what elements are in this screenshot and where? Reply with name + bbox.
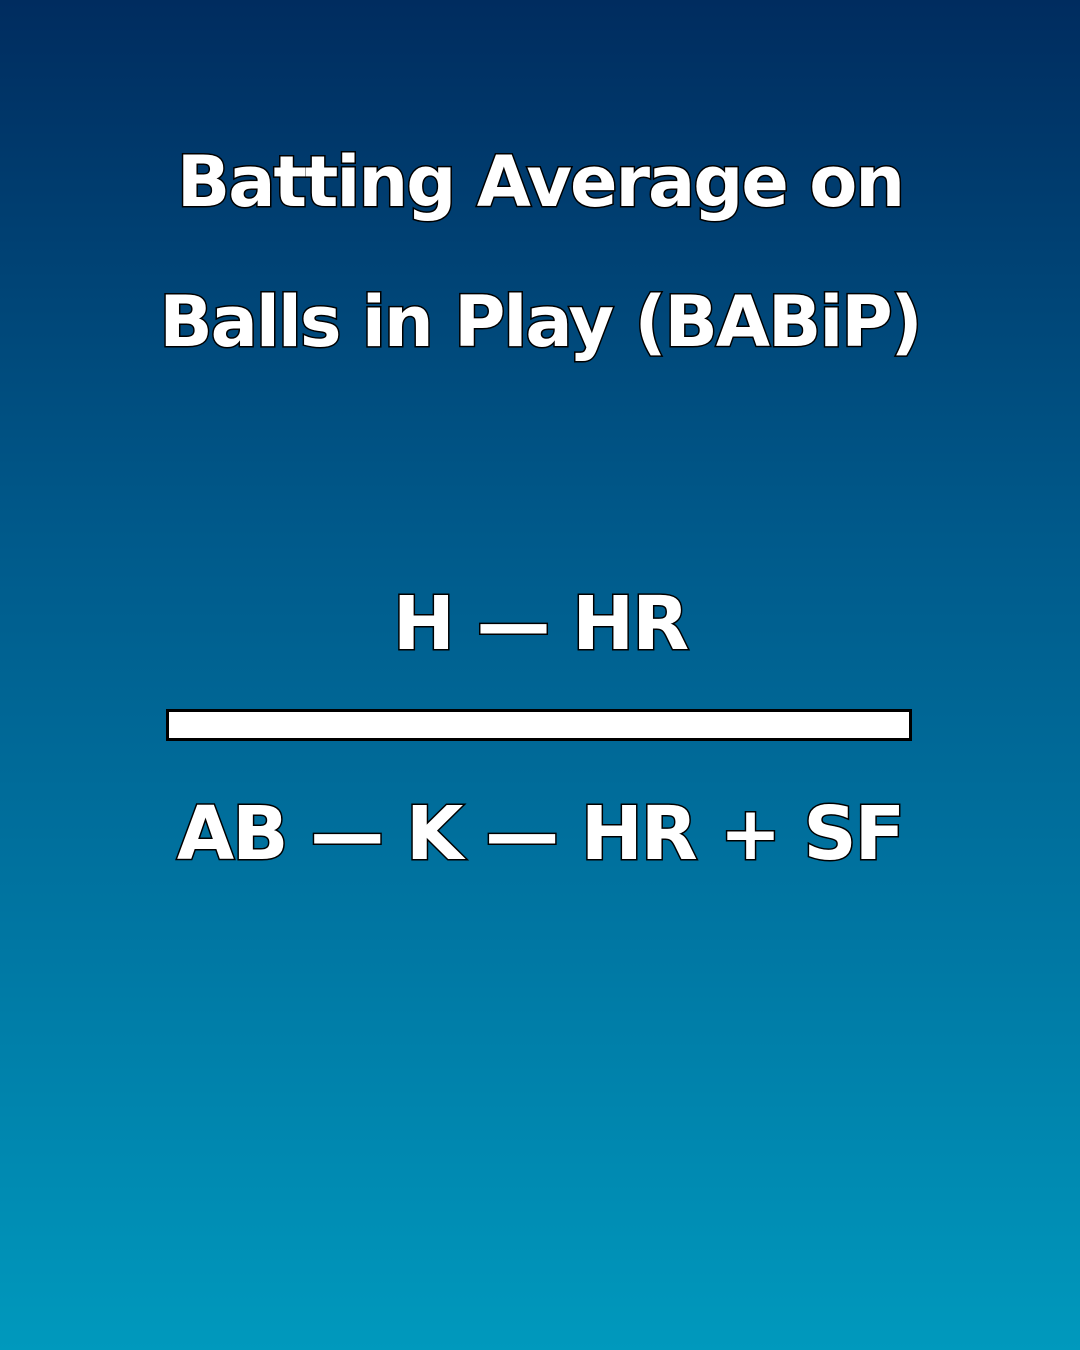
formula-numerator: H — HR: [391, 580, 690, 669]
title-line-1: Batting Average on: [175, 140, 906, 225]
fraction-bar: [166, 709, 912, 741]
title: Batting Average on Balls in Play (BABiP): [40, 112, 1040, 392]
formula-denominator: AB — K — HR + SF: [175, 790, 906, 879]
title-line-2: Balls in Play (BABiP): [158, 280, 924, 365]
